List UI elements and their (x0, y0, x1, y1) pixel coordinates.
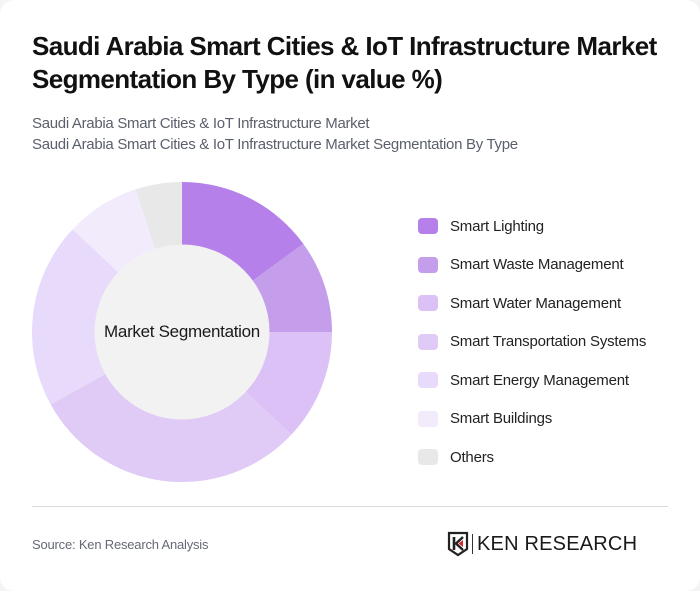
footer-divider (32, 506, 668, 507)
legend-swatch-icon (418, 372, 438, 389)
legend-label: Smart Buildings (450, 410, 553, 428)
legend-item-smart-waste-management[interactable]: Smart Waste Management (418, 246, 688, 285)
logo-text: KEN RESEARCH (477, 532, 638, 555)
chart-legend: Smart Lighting Smart Waste Management Smar… (418, 207, 688, 477)
subtitle-line-2: Saudi Arabia Smart Cities & IoT Infrastr… (32, 136, 518, 153)
donut-slice-smart-buildings[interactable] (72, 189, 156, 273)
legend-label: Smart Lighting (450, 217, 544, 235)
source-note: Source: Ken Research Analysis (32, 537, 209, 552)
donut-hole (94, 244, 270, 420)
legend-label: Smart Waste Management (450, 256, 624, 274)
legend-swatch-icon (418, 218, 438, 235)
logo-separator (472, 534, 473, 554)
subtitle-line-1: Saudi Arabia Smart Cities & IoT Infrastr… (32, 115, 370, 132)
legend-swatch-icon (418, 256, 438, 273)
legend-label: Smart Energy Management (450, 371, 629, 389)
donut-center-label: Market Segmentation (104, 322, 260, 341)
donut-slice-smart-transportation-systems[interactable] (50, 373, 292, 482)
subtitle: Saudi Arabia Smart Cities & IoT Infrastr… (32, 113, 682, 155)
title-line-1: Saudi Arabia Smart Cities & IoT Infrastr… (32, 31, 657, 61)
donut-slice-others[interactable] (135, 182, 182, 250)
legend-item-smart-buildings[interactable]: Smart Buildings (418, 400, 688, 439)
legend-label: Smart Transportation Systems (450, 333, 647, 351)
legend-label: Others (450, 448, 494, 466)
legend-label: Smart Water Management (450, 294, 621, 312)
legend-item-smart-water-management[interactable]: Smart Water Management (418, 284, 688, 323)
legend-swatch-icon (418, 295, 438, 312)
donut-slice-smart-energy-management[interactable] (32, 229, 119, 405)
legend-swatch-icon (418, 410, 438, 427)
donut-chart (32, 182, 332, 482)
legend-item-smart-transportation-systems[interactable]: Smart Transportation Systems (418, 323, 688, 362)
donut-slice-smart-waste-management[interactable] (252, 243, 332, 332)
legend-item-smart-lighting[interactable]: Smart Lighting (418, 207, 688, 246)
ken-research-logo: KEN RESEARCH (447, 530, 637, 558)
donut-slice-smart-lighting[interactable] (182, 182, 304, 281)
legend-swatch-icon (418, 449, 438, 466)
ken-research-shield-icon (447, 531, 469, 557)
page-title: Saudi Arabia Smart Cities & IoT Infrastr… (32, 30, 682, 96)
title-line-2: Segmentation By Type (in value %) (32, 64, 443, 94)
legend-item-others[interactable]: Others (418, 438, 688, 477)
legend-item-smart-energy-management[interactable]: Smart Energy Management (418, 361, 688, 400)
donut-slice-smart-water-management[interactable] (245, 332, 332, 435)
legend-swatch-icon (418, 333, 438, 350)
